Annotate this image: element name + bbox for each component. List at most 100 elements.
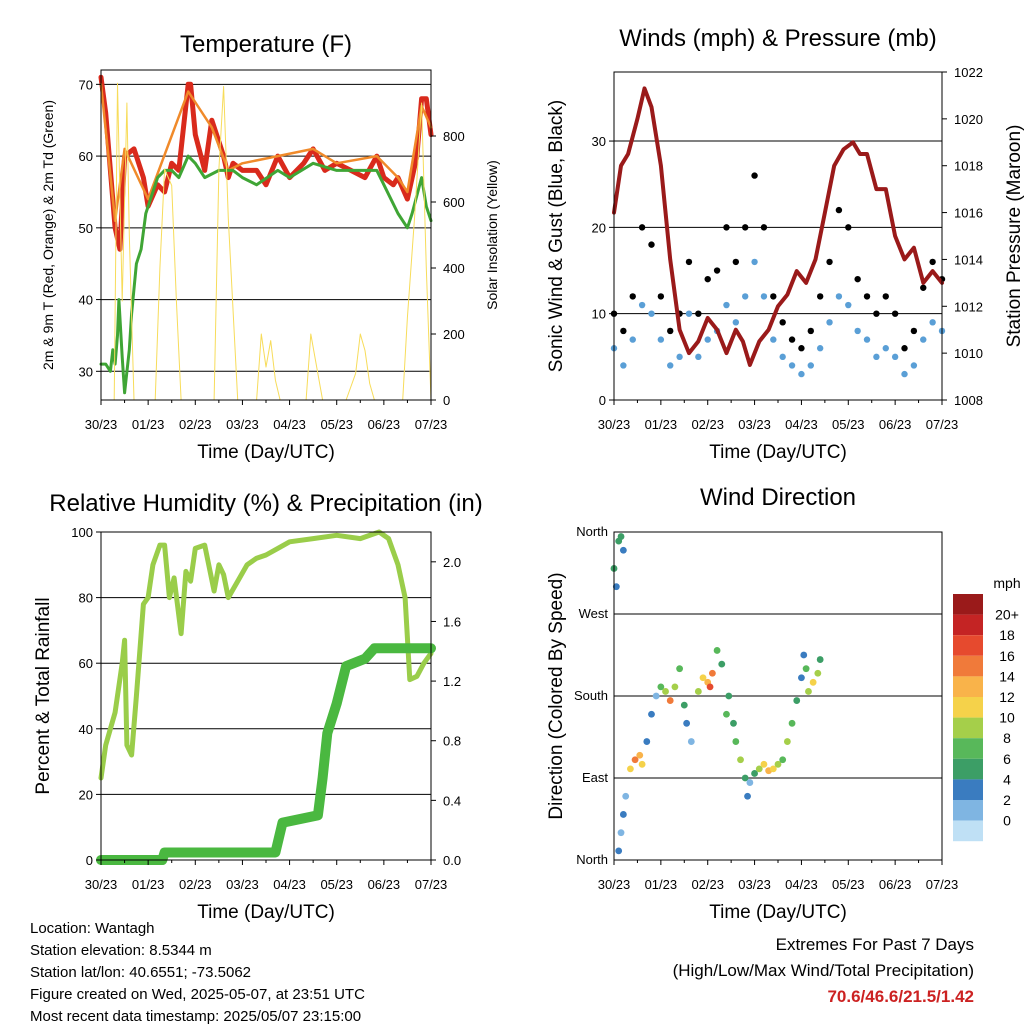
panel2-point-wind [845, 301, 852, 309]
panel4-point [783, 738, 791, 745]
panel1-series-2m-t [98, 74, 434, 252]
panel2-point-wind [854, 327, 861, 335]
panel2-point-wind [807, 362, 814, 369]
panel1-ytick-right-label: 600 [443, 195, 465, 210]
panel4-point [751, 770, 758, 777]
panel3-xtick-label: 05/23 [320, 877, 353, 892]
colorbar-swatch [953, 820, 983, 842]
panel4-point [694, 688, 702, 695]
elevation-text: Station elevation: 8.5344 m [30, 942, 212, 959]
panel2-point-wind [901, 370, 908, 378]
colorbar-label: 0 [1003, 813, 1011, 829]
panel4-point [699, 674, 707, 682]
panel1-series-9m-t [99, 83, 433, 222]
panel2-point-gust [704, 275, 711, 283]
panel2-point-gust [826, 258, 833, 266]
colorbar-swatch [953, 738, 983, 759]
panel4-point [737, 756, 744, 764]
panel4-point [657, 683, 665, 691]
panel2-point-gust [638, 224, 646, 231]
panel1-xtick-label: 01/23 [132, 417, 165, 432]
panel2-point-wind [873, 353, 880, 361]
colorbar-swatch [953, 655, 983, 677]
panel1-ytick-label: 50 [79, 221, 93, 236]
panel2-point-gust [816, 293, 824, 300]
colorbar-swatch [953, 614, 983, 636]
panel2-xtick-label: 03/23 [738, 417, 771, 432]
panel2-point-wind [695, 353, 702, 361]
panel4-point [619, 546, 627, 554]
panel4-point [619, 811, 627, 818]
panel4-ytick-label: North [576, 524, 608, 539]
panel4-point [814, 669, 822, 677]
panel2-point-wind [788, 362, 796, 369]
panel2-point-wind [751, 258, 758, 266]
panel2-point-gust [891, 310, 899, 317]
panel2-point-gust [742, 224, 749, 231]
panel4-point [709, 669, 716, 677]
panel2-ytick-right-label: 1014 [954, 252, 983, 267]
panel4-point [687, 738, 695, 745]
panel1-ytick-right-label: 400 [443, 261, 465, 276]
panel4-point [788, 719, 796, 727]
panel2-point-gust [910, 327, 918, 335]
panel1-ytick-right-label: 800 [443, 129, 465, 144]
colorbar-label: 18 [999, 627, 1015, 643]
panel3-xtick-label: 30/23 [85, 877, 118, 892]
panel2-point-wind [657, 336, 665, 343]
panel2-point-gust [751, 172, 758, 179]
panel2-xtick-label: 02/23 [691, 417, 724, 432]
panel3-ytick-right-label: 1.6 [443, 614, 461, 629]
panel2-point-gust [863, 293, 871, 300]
panel4-point [676, 665, 683, 673]
panel2-ytick-label: 0 [599, 393, 606, 408]
extremes-title: Extremes For Past 7 Days [775, 935, 974, 954]
panel2-point-gust [873, 310, 880, 317]
extremes-values: 70.6/46.6/21.5/1.42 [827, 987, 974, 1006]
panel2-point-gust [648, 241, 655, 248]
panel2-xtick-label: 30/23 [598, 417, 631, 432]
panel2-point-gust [779, 319, 786, 326]
panel2-point-wind [920, 336, 927, 343]
panel3-ytick-label: 100 [71, 525, 93, 540]
colorbar-title: mph [993, 575, 1020, 591]
panel2-series-station-pressure [612, 86, 944, 367]
panel2-point-wind [704, 336, 711, 343]
panel4-point [798, 674, 805, 682]
panel2-xtick-label: 04/23 [785, 417, 818, 432]
panel4-xtick-label: 02/23 [691, 877, 724, 892]
panel1-series-solar-insolation [100, 82, 432, 401]
panel2-point-wind [779, 353, 786, 361]
panel4-point [744, 792, 751, 800]
panel2-point-wind [770, 336, 777, 343]
panel4-point [648, 710, 655, 718]
panel4-xtick-label: 07/23 [926, 877, 959, 892]
panel2-ytick-label: 30 [592, 134, 606, 149]
colorbar-label: 16 [999, 648, 1015, 664]
panel2-point-gust [770, 293, 777, 300]
panel2-point-gust [657, 293, 665, 300]
panel4-point [617, 533, 625, 540]
panel4-point [631, 756, 639, 764]
panel2-point-wind [891, 353, 899, 361]
colorbar-swatch [953, 717, 983, 739]
panel2-point-gust [929, 258, 936, 266]
panel2-point-wind [835, 293, 843, 300]
panel4-title: Wind Direction [700, 484, 856, 511]
panel4-xtick-label: 03/23 [738, 877, 771, 892]
panel2-point-wind [910, 362, 918, 369]
panel2-ytick-right-label: 1010 [954, 346, 983, 361]
panel2-xtick-label: 06/23 [879, 417, 912, 432]
panel2-point-wind [760, 293, 768, 300]
panel4-point [671, 683, 679, 691]
panel4-point [805, 688, 812, 695]
colorbar-swatch [953, 779, 983, 800]
panel4-point [615, 847, 623, 855]
panel4-point [627, 765, 634, 773]
panel2-xtick-label: 07/23 [926, 417, 959, 432]
panel3-ytick-right-label: 0.8 [443, 734, 461, 749]
panel3-ytick-label: 60 [79, 656, 93, 671]
panel1-xtick-label: 30/23 [85, 417, 118, 432]
panel2-point-wind [826, 319, 833, 326]
